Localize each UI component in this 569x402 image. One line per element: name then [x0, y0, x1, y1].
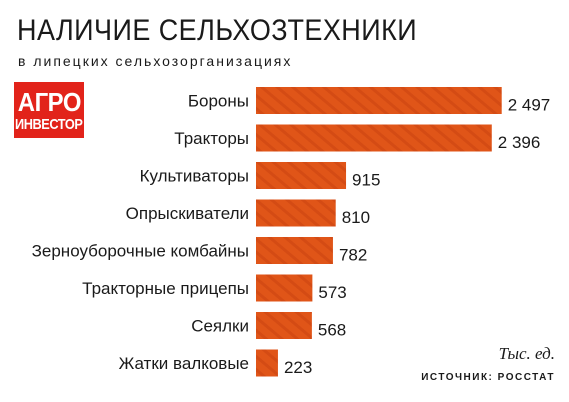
value-label: 568 [318, 321, 346, 340]
bar-8 [256, 349, 278, 377]
logo-line-1: АГРО [17, 86, 81, 117]
category-label: Зерноуборочные комбайны [32, 242, 249, 261]
value-label: 573 [318, 283, 346, 302]
category-label: Опрыскиватели [126, 204, 249, 223]
category-label: Тракторы [174, 129, 249, 148]
category-label: Сеялки [191, 317, 249, 336]
chart-title: НАЛИЧИЕ СЕЛЬХОЗТЕХНИКИ [17, 14, 418, 47]
bar-3 [256, 162, 347, 189]
category-label: Культиваторы [140, 167, 249, 186]
value-label: 915 [352, 171, 380, 190]
bar-7 [256, 312, 312, 339]
bars-group: Бороны 2 497 Тракторы 2 396 Культиваторы 915 О… [32, 87, 551, 377]
units-label: Тыс. ед. [498, 344, 555, 363]
logo-line-2: ИНВЕСТОР [15, 115, 83, 133]
bar-2 [256, 124, 492, 152]
bar-5 [256, 237, 333, 264]
value-label: 2 497 [508, 96, 551, 115]
agroinvestor-logo: АГРО ИНВЕСТОР [14, 82, 84, 138]
value-label: 810 [342, 208, 370, 227]
source-label: ИСТОЧНИК: РОССТАТ [421, 372, 555, 383]
value-label: 223 [284, 358, 312, 377]
chart-subtitle: в липецких сельхозорганизациях [18, 53, 293, 69]
category-label: Тракторные прицепы [82, 279, 249, 298]
bar-6 [256, 274, 313, 302]
value-label: 782 [339, 246, 367, 265]
bar-1 [256, 87, 502, 114]
category-label: Жатки валковые [119, 354, 249, 373]
bar-4 [256, 199, 336, 227]
category-label: Бороны [188, 92, 249, 111]
value-label: 2 396 [498, 133, 541, 152]
